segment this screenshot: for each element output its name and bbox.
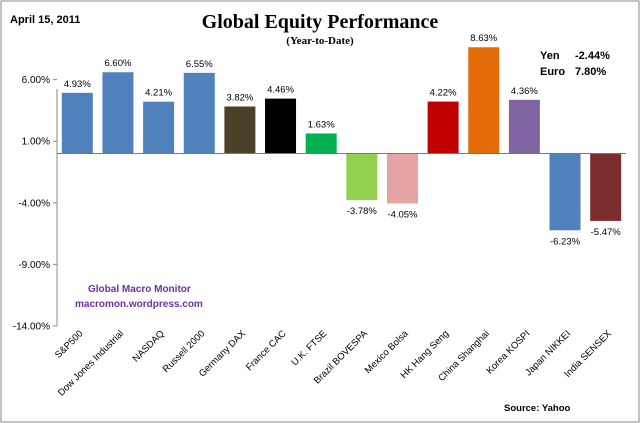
bar <box>305 133 337 154</box>
data-label: 4.93% <box>64 79 91 90</box>
fx-yen-label: Yen <box>540 50 560 62</box>
bar <box>346 153 378 201</box>
watermark-title: Global Macro Monitor <box>88 284 191 295</box>
bar <box>265 98 297 154</box>
chart-title: Global Equity Performance <box>202 11 439 33</box>
bar <box>549 153 581 231</box>
data-label: 4.46% <box>267 85 294 96</box>
data-label: 8.63% <box>470 33 497 44</box>
fx-yen-value: -2.44% <box>575 50 610 62</box>
bar <box>508 99 540 154</box>
data-label: -4.05% <box>387 209 418 220</box>
bar <box>427 101 459 154</box>
data-label: -3.78% <box>347 206 378 217</box>
y-tick-label: 1.00% <box>22 137 50 148</box>
data-label: 6.60% <box>104 58 131 69</box>
data-label: 4.22% <box>430 88 457 99</box>
bar <box>102 72 134 154</box>
bar <box>61 92 93 154</box>
data-label: -5.47% <box>591 227 622 238</box>
data-label: 4.36% <box>511 86 538 97</box>
bar <box>183 72 215 154</box>
bar <box>590 153 622 221</box>
data-label: 1.63% <box>308 119 335 130</box>
y-tick-label: -4.00% <box>18 198 50 209</box>
y-tick-label: -14.00% <box>13 322 50 333</box>
data-label: 3.82% <box>226 92 253 103</box>
bar <box>386 153 418 204</box>
chart-subtitle: (Year-to-Date) <box>286 35 354 47</box>
fx-euro-value: 7.80% <box>575 66 606 78</box>
y-tick-label: 6.00% <box>22 75 50 86</box>
bar <box>143 101 175 154</box>
bar <box>468 47 500 154</box>
chart-date: April 15, 2011 <box>10 14 80 26</box>
data-label: 6.55% <box>186 59 213 70</box>
watermark-url: macromon.wordpress.com <box>75 299 203 310</box>
fx-euro-label: Euro <box>540 66 565 78</box>
data-label: 4.21% <box>145 88 172 99</box>
bar <box>224 106 256 154</box>
y-ticks: 6.00% 1.00% -4.00% -9.00% -14.00% <box>13 75 57 333</box>
data-label: -6.23% <box>550 236 581 247</box>
y-tick-label: -9.00% <box>18 260 50 271</box>
source-note: Source: Yahoo <box>504 403 571 414</box>
